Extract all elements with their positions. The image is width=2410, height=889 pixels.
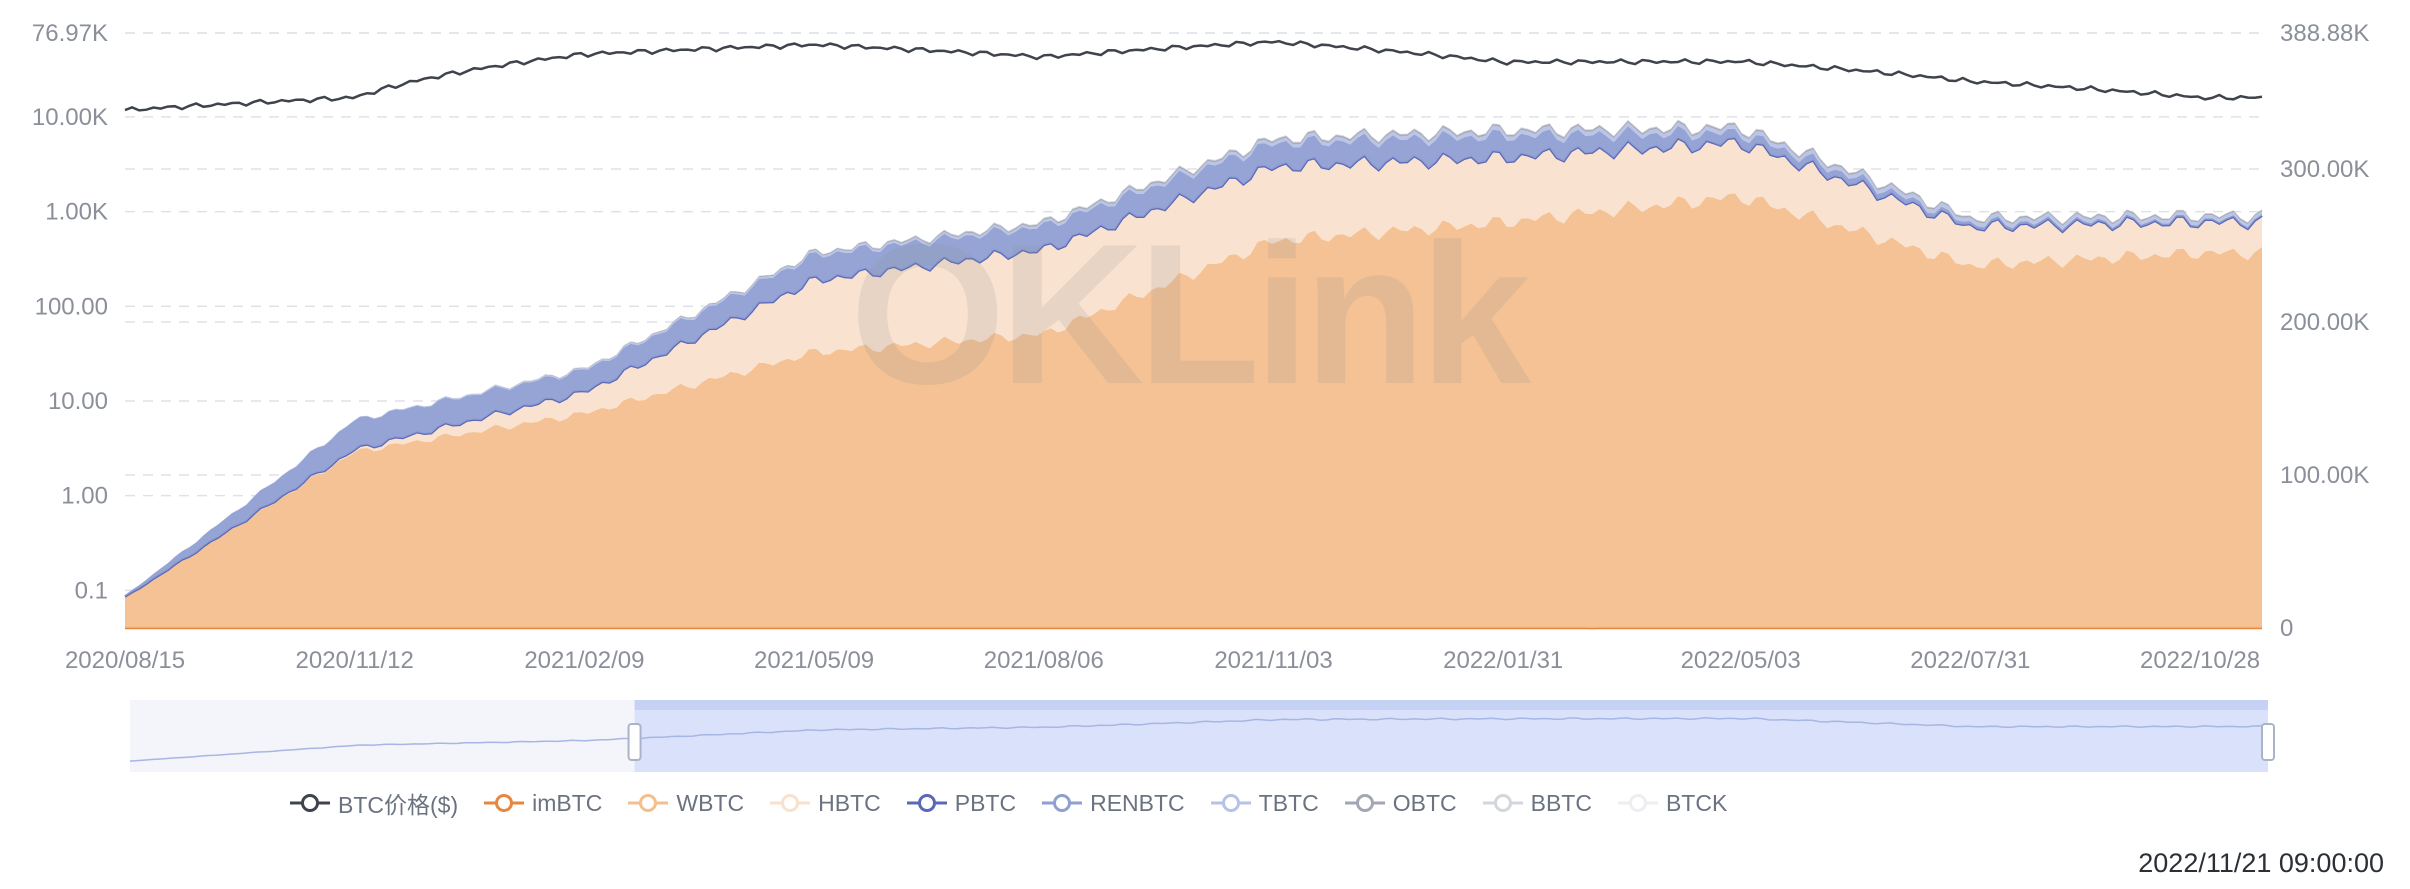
right-tick-label: 0 [2280, 615, 2293, 642]
zoom-handle-left[interactable] [629, 724, 641, 760]
left-tick-label: 0.1 [75, 577, 108, 604]
x-tick-label: 2020/11/12 [296, 647, 414, 674]
legend-symbol-icon [484, 792, 524, 814]
legend-item-price[interactable]: BTC价格($) [290, 786, 458, 820]
legend-label: TBTC [1259, 790, 1319, 817]
legend-label: PBTC [955, 790, 1016, 817]
zoom-move-bar[interactable] [635, 700, 2268, 710]
data-zoom-slider[interactable] [130, 700, 2274, 772]
legend-label: HBTC [818, 790, 881, 817]
x-tick-label: 2021/08/06 [984, 647, 1104, 674]
left-tick-label: 10.00 [48, 388, 108, 415]
right-tick-label: 388.88K [2280, 20, 2369, 47]
x-tick-label: 2021/05/09 [754, 647, 874, 674]
legend-symbol-icon [1211, 792, 1251, 814]
legend-item-tbtc[interactable]: TBTC [1211, 786, 1319, 820]
x-tick-label: 2021/02/09 [524, 647, 644, 674]
right-tick-label: 100.00K [2280, 462, 2369, 489]
x-tick-label: 2022/01/31 [1443, 647, 1563, 674]
x-tick-label: 2022/10/28 [2140, 647, 2260, 674]
left-tick-label: 100.00 [35, 293, 108, 320]
x-axis: 2020/08/15 2020/11/12 2021/02/09 2021/05/09… [65, 647, 2260, 674]
stacked-areas [125, 120, 2262, 629]
right-tick-label: 300.00K [2280, 156, 2369, 183]
right-axis: 0 100.00K 200.00K 300.00K 388.88K [2280, 20, 2369, 642]
right-tick-label: 200.00K [2280, 309, 2369, 336]
legend-item-bbtc[interactable]: BBTC [1483, 786, 1592, 820]
legend-item-obtc[interactable]: OBTC [1345, 786, 1457, 820]
zoom-handle-right[interactable] [2262, 724, 2274, 760]
legend-item-pbtc[interactable]: PBTC [907, 786, 1016, 820]
x-tick-label: 2020/08/15 [65, 647, 185, 674]
left-tick-label: 10.00K [32, 104, 108, 131]
legend-symbol-icon [290, 792, 330, 814]
legend-item-wbtc[interactable]: WBTC [628, 786, 744, 820]
timestamp: 2022/11/21 09:00:00 [2138, 848, 2384, 879]
legend-item-imbtc[interactable]: imBTC [484, 786, 602, 820]
legend-symbol-icon [770, 792, 810, 814]
zoom-window[interactable] [635, 700, 2268, 772]
legend-symbol-icon [1042, 792, 1082, 814]
legend-label: imBTC [532, 790, 602, 817]
legend-symbol-icon [628, 792, 668, 814]
legend: BTC价格($) imBTC WBTC HBTC PBTC RENBTC TBTC OBTC B… [290, 786, 1753, 820]
legend-label: BTC价格($) [338, 786, 458, 820]
left-tick-label: 1.00K [45, 199, 108, 226]
legend-label: BBTC [1531, 790, 1592, 817]
legend-label: RENBTC [1090, 790, 1185, 817]
legend-label: WBTC [676, 790, 744, 817]
left-tick-label: 76.97K [32, 20, 108, 47]
left-axis: 0.1 1.00 10.00 100.00 1.00K 10.00K 76.97K [32, 20, 108, 604]
x-tick-label: 2022/07/31 [1910, 647, 2030, 674]
legend-symbol-icon [1618, 792, 1658, 814]
left-tick-label: 1.00 [61, 483, 108, 510]
legend-symbol-icon [1483, 792, 1523, 814]
legend-item-renbtc[interactable]: RENBTC [1042, 786, 1185, 820]
legend-symbol-icon [907, 792, 947, 814]
x-tick-label: 2022/05/03 [1681, 647, 1801, 674]
legend-label: OBTC [1393, 790, 1457, 817]
x-tick-label: 2021/11/03 [1214, 647, 1332, 674]
legend-item-hbtc[interactable]: HBTC [770, 786, 881, 820]
line-btc-price [125, 41, 2262, 110]
legend-item-btck[interactable]: BTCK [1618, 786, 1727, 820]
legend-label: BTCK [1666, 790, 1727, 817]
legend-symbol-icon [1345, 792, 1385, 814]
